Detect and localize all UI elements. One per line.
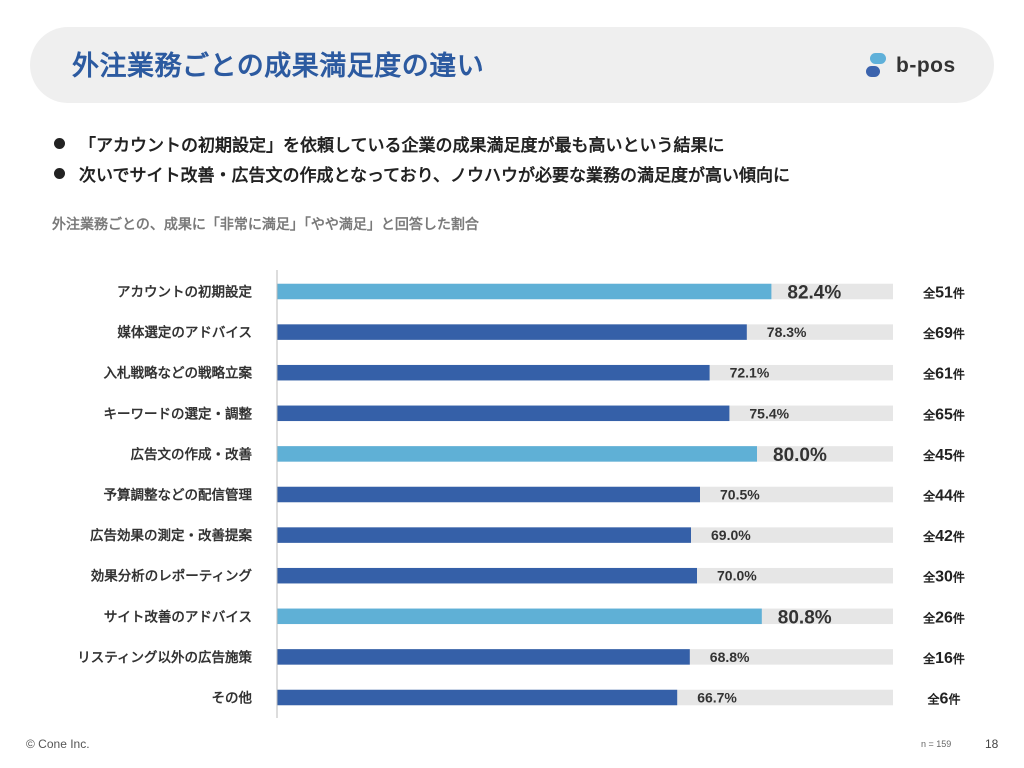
value-label: 70.0% — [717, 568, 757, 584]
bullet-text: 次いでサイト改善・広告文の作成となっており、ノウハウが必要な業務の満足度が高い傾… — [79, 165, 790, 186]
bar — [277, 527, 691, 543]
bullet-item: 次いでサイト改善・広告文の作成となっており、ノウハウが必要な業務の満足度が高い傾… — [52, 158, 790, 188]
bullet-item: 「アカウントの初期設定」を依頼している企業の成果満足度が最も高いという結果に — [52, 128, 790, 158]
category-label: 広告効果の測定・改善提案 — [90, 527, 252, 544]
count-label: 全42件 — [922, 528, 965, 545]
count-label: 全44件 — [922, 488, 965, 505]
value-label: 75.4% — [749, 405, 789, 421]
count-label: 全45件 — [922, 447, 965, 464]
bar — [277, 486, 700, 503]
category-label: 広告文の作成・改善 — [131, 446, 253, 463]
bullet-dot-icon — [54, 167, 65, 179]
value-label: 80.8% — [778, 607, 832, 628]
category-label: キーワードの選定・調整 — [104, 405, 253, 422]
category-label: アカウントの初期設定 — [117, 284, 252, 301]
bar-track — [277, 608, 893, 625]
bar-track — [277, 324, 893, 340]
category-label: 入札戦略などの戦略立案 — [104, 365, 253, 382]
bar-track — [277, 405, 893, 422]
logo: b-pos — [866, 52, 956, 80]
bar — [277, 689, 678, 706]
page-number: 18 — [985, 737, 999, 751]
category-label: その他 — [212, 690, 253, 707]
bar-track — [277, 364, 893, 381]
bullet-text: 「アカウントの初期設定」を依頼している企業の成果満足度が最も高いという結果に — [79, 135, 725, 156]
category-label: 効果分析のレポーティング — [91, 568, 253, 585]
bar — [277, 567, 697, 584]
bar-track — [277, 567, 893, 584]
bar-track — [277, 527, 893, 543]
sample-size: n = 159 — [921, 739, 952, 749]
category-label: 媒体選定のアドバイス — [117, 324, 252, 341]
category-label: 予算調整などの配信管理 — [104, 487, 253, 504]
bar — [277, 608, 762, 625]
value-label: 69.0% — [711, 527, 751, 543]
bar-track — [277, 446, 893, 462]
logo-text: b-pos — [896, 54, 956, 77]
value-label: 68.8% — [710, 649, 750, 665]
category-label: サイト改善のアドバイス — [104, 608, 252, 625]
copyright: © Cone Inc. — [26, 737, 90, 751]
bullet-dot-icon — [54, 137, 65, 149]
bar — [277, 405, 730, 422]
bar — [277, 283, 772, 300]
value-label: 78.3% — [767, 324, 807, 340]
bar-track — [277, 283, 893, 300]
chart-subtitle: 外注業務ごとの、成果に「非常に満足」「やや満足」と回答した割合 — [52, 217, 479, 233]
count-label: 全26件 — [922, 609, 965, 626]
bar — [277, 446, 757, 462]
page-title: 外注業務ごとの成果満足度の違い — [72, 51, 485, 82]
value-label: 80.0% — [773, 445, 827, 466]
value-label: 70.5% — [720, 487, 760, 503]
category-label: リスティング以外の広告施策 — [77, 649, 252, 666]
bar — [277, 649, 690, 665]
bar-track — [277, 689, 893, 706]
value-label: 72.1% — [730, 365, 770, 381]
count-label: 全61件 — [922, 366, 965, 383]
count-label: 全6件 — [927, 691, 961, 708]
bar — [277, 364, 710, 381]
count-label: 全30件 — [922, 569, 965, 586]
count-label: 全16件 — [922, 650, 965, 667]
b-pos-logo-icon — [866, 53, 888, 79]
bar-track — [277, 486, 893, 503]
value-label: 82.4% — [787, 283, 841, 304]
value-label: 66.7% — [697, 690, 737, 706]
bar — [277, 324, 747, 340]
header-band — [30, 27, 994, 103]
bar-track — [277, 649, 893, 665]
count-label: 全51件 — [922, 285, 965, 302]
count-label: 全65件 — [922, 406, 965, 423]
bullet-list: 「アカウントの初期設定」を依頼している企業の成果満足度が最も高いという結果に 次… — [52, 128, 790, 188]
count-label: 全69件 — [922, 325, 965, 342]
